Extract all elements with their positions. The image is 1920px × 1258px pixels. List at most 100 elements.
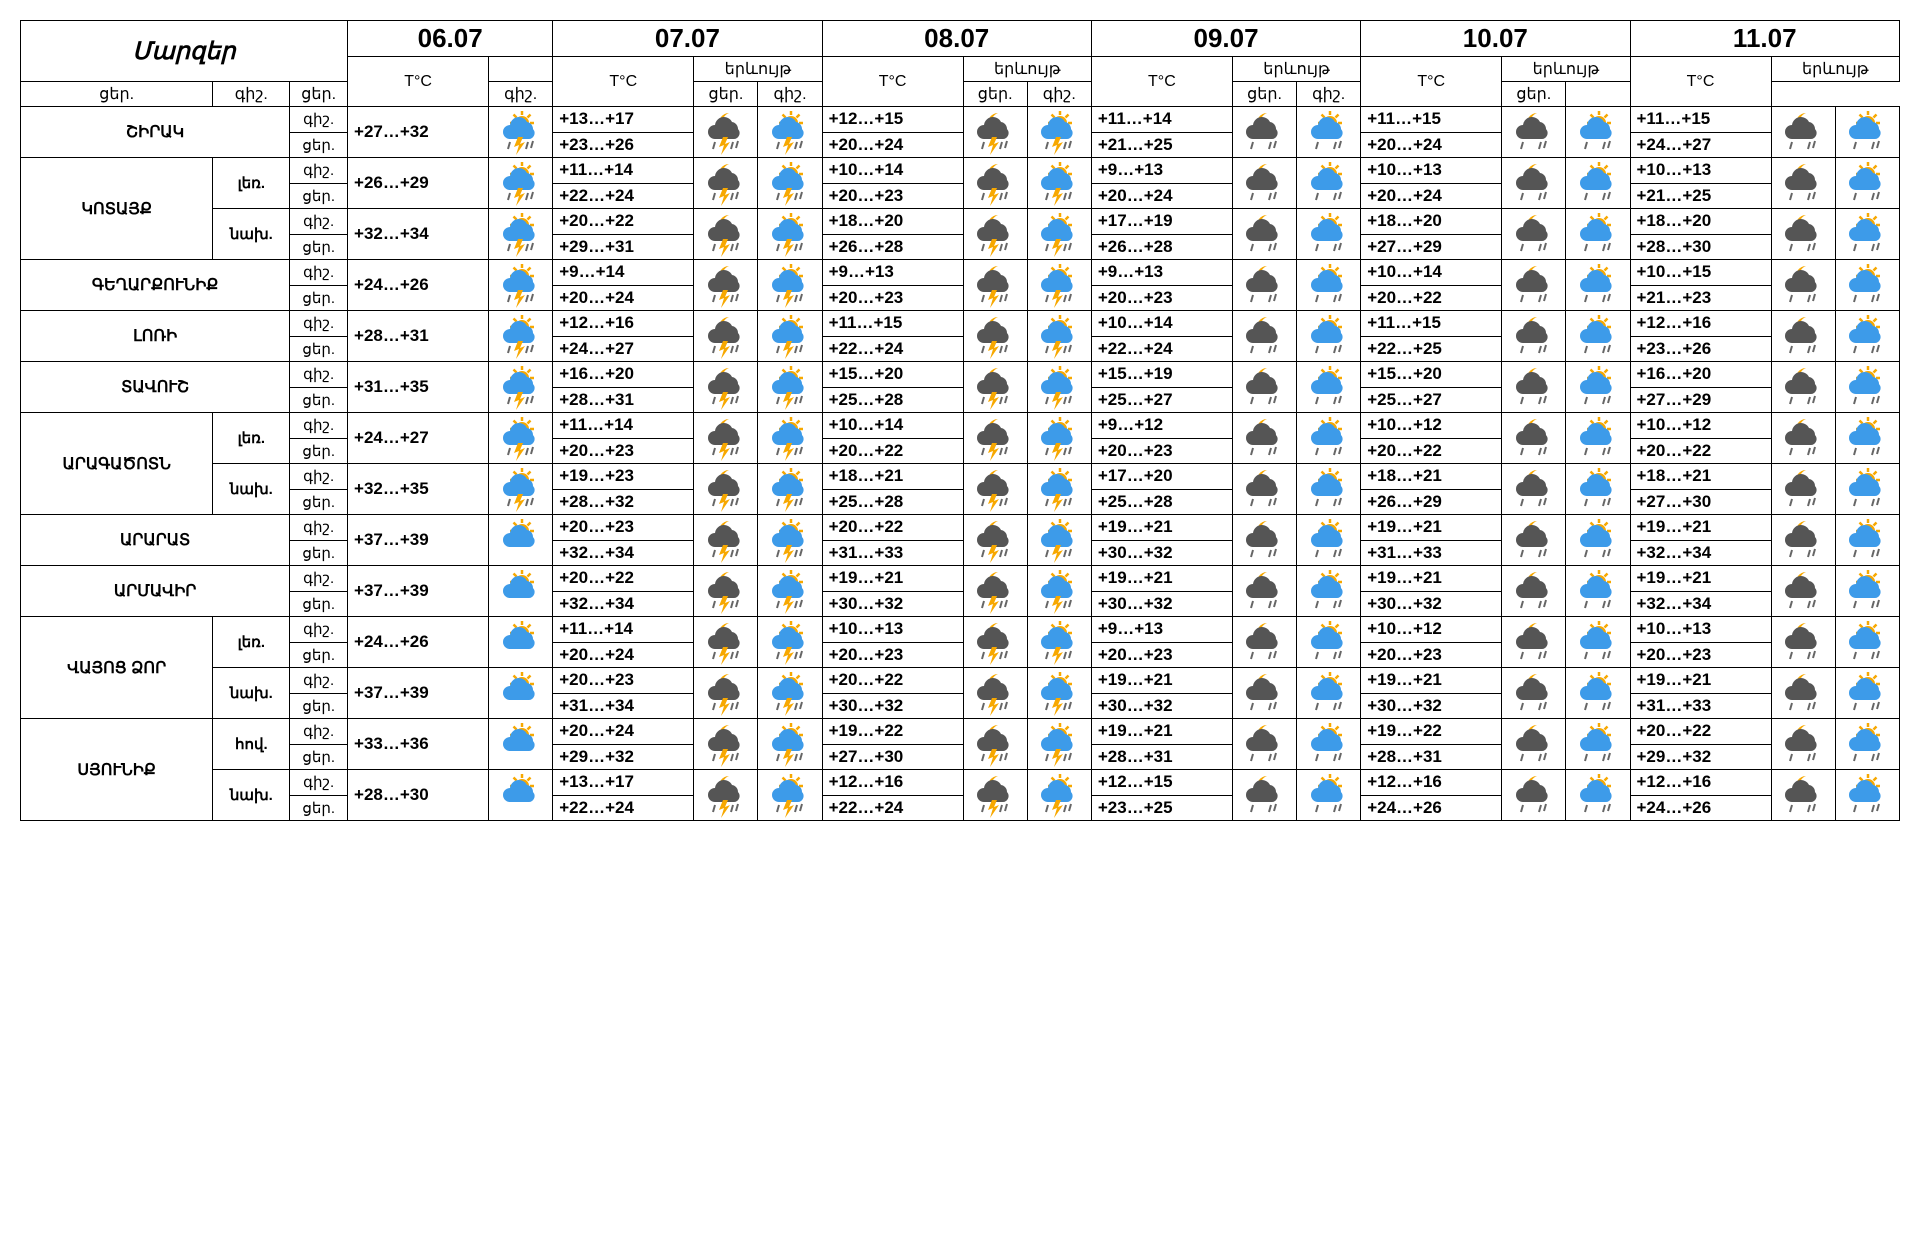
weather-day-icon: [1027, 311, 1091, 362]
temp-day: +21…+23: [1630, 285, 1771, 311]
time-night: գիշ.: [290, 617, 348, 643]
temp-day: +20…+23: [1630, 642, 1771, 668]
weather-day-icon: [1297, 515, 1361, 566]
subregion: նախ.: [213, 668, 290, 719]
table-row: ԱՐԱԳԱԾՈՏՆլեռ.գիշ.+24…+27 +11…+14 +10…+14: [21, 413, 1900, 439]
temp-night: +19…+21: [822, 566, 963, 592]
weather-header: երևույթ: [1771, 57, 1899, 82]
temp-value: +33…+36: [348, 719, 489, 770]
temp-night: +9…+12: [1091, 413, 1232, 439]
temp-day: +31…+33: [822, 540, 963, 566]
temp-night: +9…+13: [1091, 158, 1232, 184]
temp-day: +20…+24: [822, 132, 963, 158]
temp-day: +22…+25: [1361, 336, 1502, 362]
temp-night: +18…+20: [1630, 209, 1771, 235]
weather-day-icon: [758, 413, 822, 464]
temp-night: +17…+19: [1091, 209, 1232, 235]
region-name: ՏԱՎՈՒՇ: [21, 362, 290, 413]
weather-night-icon: [1502, 107, 1566, 158]
time-night: գիշ.: [290, 719, 348, 745]
date-header: 07.07: [553, 21, 822, 57]
time-night: գիշ.: [290, 464, 348, 490]
weather-icon: [489, 158, 553, 209]
table-row: ՇԻՐԱԿգիշ.+27…+32 +13…+17 +12…+15: [21, 107, 1900, 133]
temp-value: +24…+27: [348, 413, 489, 464]
temp-night: +19…+21: [1361, 668, 1502, 694]
temp-value: +37…+39: [348, 668, 489, 719]
date-header: 08.07: [822, 21, 1091, 57]
weather-night-icon: [1771, 515, 1835, 566]
weather-day-icon: [1027, 668, 1091, 719]
temp-day: +30…+32: [1361, 591, 1502, 617]
weather-night-icon: [1771, 107, 1835, 158]
weather-day-icon: [1566, 719, 1630, 770]
weather-day-icon: [1835, 668, 1899, 719]
weather-night-icon: [1502, 719, 1566, 770]
weather-night-icon: [963, 719, 1027, 770]
weather-night-icon: [1502, 770, 1566, 821]
weather-night-icon: [963, 464, 1027, 515]
temp-day: +25…+28: [1091, 489, 1232, 515]
time-night: գիշ.: [290, 566, 348, 592]
temp-day: +25…+27: [1361, 387, 1502, 413]
region-name: ՍՅՈՒՆԻՔ: [21, 719, 213, 821]
day-subheader: ցեր.: [963, 82, 1027, 107]
table-row: ԼՈՌԻգիշ.+28…+31 +12…+16 +11…+15: [21, 311, 1900, 337]
temp-day: +30…+32: [822, 591, 963, 617]
date-header: 10.07: [1361, 21, 1630, 57]
weather-night-icon: [963, 209, 1027, 260]
weather-night-icon: [694, 413, 758, 464]
weather-day-icon: [1297, 107, 1361, 158]
night-subheader: գիշ.: [1027, 82, 1091, 107]
temp-night: +19…+21: [1091, 719, 1232, 745]
temp-day: +25…+28: [822, 489, 963, 515]
table-row: նախ.գիշ.+37…+39 +20…+23 +20…+22: [21, 668, 1900, 694]
temp-night: +11…+15: [1361, 107, 1502, 133]
weather-night-icon: [963, 362, 1027, 413]
date-header: 06.07: [348, 21, 553, 57]
weather-night-icon: [963, 566, 1027, 617]
temp-night: +19…+21: [1091, 566, 1232, 592]
temp-night: +13…+17: [553, 107, 694, 133]
weather-day-icon: [1835, 413, 1899, 464]
temp-header: T°C: [1091, 57, 1232, 107]
weather-night-icon: [1232, 260, 1296, 311]
temp-night: +10…+14: [822, 413, 963, 439]
night-subheader: գիշ.: [1297, 82, 1361, 107]
weather-night-icon: [1232, 770, 1296, 821]
weather-day-icon: [1027, 464, 1091, 515]
temp-night: +11…+14: [553, 158, 694, 184]
time-day: ցեր.: [290, 489, 348, 515]
temp-night: +12…+16: [1630, 311, 1771, 337]
temp-night: +11…+14: [1091, 107, 1232, 133]
weather-day-icon: [1835, 566, 1899, 617]
temp-night: +13…+17: [553, 770, 694, 796]
weather-day-icon: [1835, 515, 1899, 566]
weather-day-icon: [1835, 464, 1899, 515]
temp-night: +20…+23: [553, 515, 694, 541]
temp-night: +15…+19: [1091, 362, 1232, 388]
temp-night: +19…+22: [1361, 719, 1502, 745]
weather-night-icon: [963, 107, 1027, 158]
temp-day: +28…+30: [1630, 234, 1771, 260]
temp-day: +21…+25: [1630, 183, 1771, 209]
temp-day: +20…+22: [822, 438, 963, 464]
temp-night: +19…+21: [1091, 668, 1232, 694]
temp-night: +19…+21: [1630, 515, 1771, 541]
temp-night: +10…+12: [1361, 617, 1502, 643]
weather-night-icon: [963, 311, 1027, 362]
weather-day-icon: [1835, 770, 1899, 821]
night-subheader: գիշ.: [758, 82, 822, 107]
table-row: ԱՐԱՐԱՏգիշ.+37…+39 +20…+23 +20…+22: [21, 515, 1900, 541]
temp-night: +12…+16: [822, 770, 963, 796]
weather-night-icon: [963, 668, 1027, 719]
region-name: ԳԵՂԱՐՔՈՒՆԻՔ: [21, 260, 290, 311]
weather-header-blank: [489, 57, 553, 82]
day-subheader: ցեր.: [21, 82, 213, 107]
temp-night: +10…+13: [1361, 158, 1502, 184]
temp-value: +28…+31: [348, 311, 489, 362]
temp-value: +24…+26: [348, 617, 489, 668]
temp-day: +31…+33: [1630, 693, 1771, 719]
temp-night: +9…+13: [822, 260, 963, 286]
weather-header: երևույթ: [694, 57, 822, 82]
